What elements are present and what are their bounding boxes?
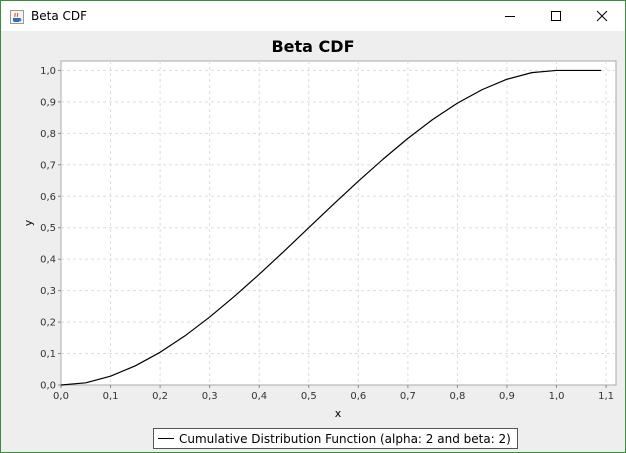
plot-area bbox=[60, 60, 617, 386]
maximize-icon bbox=[550, 7, 562, 26]
x-tick-label: 0,4 bbox=[251, 391, 267, 402]
y-tick-label: 0,4 bbox=[40, 255, 56, 266]
y-tick-label: 0,0 bbox=[40, 381, 56, 392]
axes: 0,0 0,1 0,2 0,3 0,4 0,5 0,6 0,7 0,8 0,9 1,0 1,1 0,0 0… bbox=[40, 66, 614, 402]
y-tick-label: 0,5 bbox=[40, 223, 56, 234]
legend-swatch bbox=[158, 438, 174, 439]
x-tick-label: 0,0 bbox=[53, 391, 69, 402]
x-tick-label: 0,3 bbox=[202, 391, 218, 402]
y-tick-label: 0,7 bbox=[40, 160, 56, 171]
x-tick-label: 0,5 bbox=[301, 391, 317, 402]
maximize-button[interactable] bbox=[533, 1, 579, 31]
series-layer bbox=[60, 69, 602, 386]
x-tick-label: 1,1 bbox=[598, 391, 614, 402]
y-tick-label: 0,1 bbox=[40, 349, 56, 360]
x-tick-label: 0,1 bbox=[103, 391, 119, 402]
x-tick-label: 0,8 bbox=[449, 391, 465, 402]
y-axis-label: y bbox=[22, 219, 35, 226]
x-tick-label: 0,9 bbox=[499, 391, 515, 402]
java-cup-icon bbox=[10, 9, 24, 24]
y-tick-label: 0,9 bbox=[40, 97, 56, 108]
close-icon bbox=[596, 7, 608, 26]
series-line-cdf bbox=[60, 69, 602, 386]
minimize-button[interactable] bbox=[487, 1, 533, 31]
chart-title: Beta CDF bbox=[271, 37, 354, 56]
x-tick-label: 0,2 bbox=[152, 391, 168, 402]
x-axis-label: x bbox=[335, 407, 342, 420]
y-tick-label: 0,2 bbox=[40, 318, 56, 329]
legend-label: Cumulative Distribution Function (alpha:… bbox=[179, 431, 511, 446]
minimize-icon bbox=[504, 7, 516, 26]
chart-panel: Beta CDF 0,0 0,1 0,2 0,3 0,4 0,5 0,6 0,7 0,8 0,9 1… bbox=[1, 31, 625, 452]
y-tick-label: 0,3 bbox=[40, 286, 56, 297]
close-button[interactable] bbox=[579, 1, 625, 31]
window-title: Beta CDF bbox=[31, 9, 88, 23]
y-tick-label: 0,6 bbox=[40, 192, 56, 203]
y-tick-label: 1,0 bbox=[40, 66, 56, 77]
y-tick-label: 0,8 bbox=[40, 129, 56, 140]
x-tick-label: 0,7 bbox=[400, 391, 416, 402]
x-tick-label: 1,0 bbox=[549, 391, 565, 402]
beta-cdf-chart: Beta CDF 0,0 0,1 0,2 0,3 0,4 0,5 0,6 0,7 0,8 0,9 1… bbox=[22, 37, 617, 420]
grid-lines bbox=[61, 61, 616, 385]
legend: Cumulative Distribution Function (alpha:… bbox=[153, 428, 518, 449]
x-tick-label: 0,6 bbox=[350, 391, 366, 402]
title-bar[interactable]: Beta CDF bbox=[1, 1, 625, 31]
